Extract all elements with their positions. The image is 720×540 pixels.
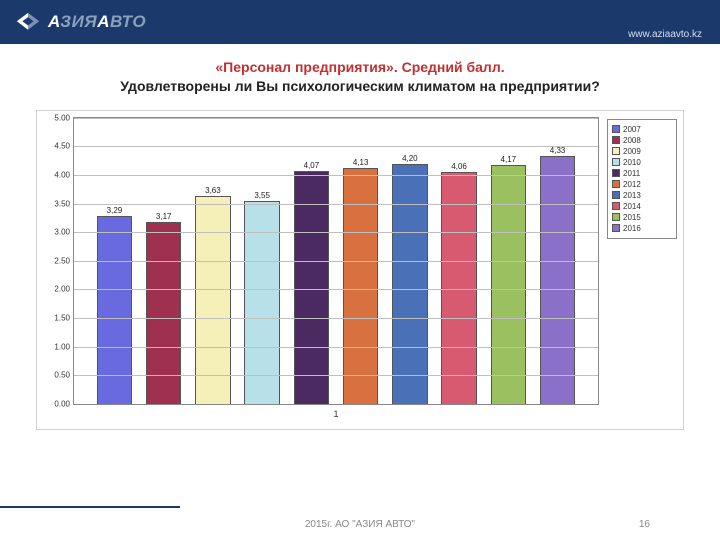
y-tick-label: 2.00 bbox=[44, 285, 70, 294]
header-bar: АЗИЯАВТО www.aziaavto.kz bbox=[0, 0, 720, 44]
page-number: 16 bbox=[639, 519, 650, 530]
bar-rect bbox=[540, 156, 575, 404]
legend-item-2011: 2011 bbox=[612, 168, 672, 179]
y-tick-label: 3.50 bbox=[44, 199, 70, 208]
header-url: www.aziaavto.kz bbox=[628, 29, 702, 40]
y-tick-label: 3.00 bbox=[44, 228, 70, 237]
legend-item-2015: 2015 bbox=[612, 212, 672, 223]
logo: АЗИЯАВТО bbox=[14, 10, 146, 34]
legend-swatch bbox=[612, 180, 620, 188]
bar-value-label: 4,06 bbox=[451, 162, 467, 171]
bar-rect bbox=[491, 165, 526, 404]
gridline bbox=[74, 204, 598, 205]
y-tick-label: 4.00 bbox=[44, 170, 70, 179]
gridline bbox=[74, 318, 598, 319]
legend-item-2008: 2008 bbox=[612, 135, 672, 146]
gridline bbox=[74, 261, 598, 262]
bar-value-label: 3,63 bbox=[205, 186, 221, 195]
legend-label: 2014 bbox=[623, 201, 641, 212]
legend-swatch bbox=[612, 224, 620, 232]
legend-item-2016: 2016 bbox=[612, 223, 672, 234]
y-tick-label: 4.50 bbox=[44, 142, 70, 151]
slide-title: «Персонал предприятия». Средний балл. Уд… bbox=[0, 44, 720, 106]
legend-swatch bbox=[612, 147, 620, 155]
y-tick-label: 0.00 bbox=[44, 399, 70, 408]
gridline bbox=[74, 289, 598, 290]
logo-icon bbox=[14, 10, 42, 34]
bar-rect bbox=[294, 171, 329, 404]
legend-swatch bbox=[612, 158, 620, 166]
bar-rect bbox=[146, 222, 181, 403]
gridline bbox=[74, 175, 598, 176]
y-tick-label: 2.50 bbox=[44, 256, 70, 265]
title-line-1: «Персонал предприятия». Средний балл. bbox=[40, 58, 680, 77]
y-tick-label: 1.00 bbox=[44, 342, 70, 351]
legend-item-2013: 2013 bbox=[612, 190, 672, 201]
x-axis-label: 1 bbox=[73, 409, 599, 419]
legend-label: 2013 bbox=[623, 190, 641, 201]
plot-area: 3,29 3,17 3,63 3,55 4,07 4,13 4,20 4,06 4,17 4,33… bbox=[73, 117, 599, 405]
legend-item-2014: 2014 bbox=[612, 201, 672, 212]
legend-item-2010: 2010 bbox=[612, 157, 672, 168]
legend-label: 2007 bbox=[623, 124, 641, 135]
y-tick-label: 1.50 bbox=[44, 313, 70, 322]
y-tick-label: 0.50 bbox=[44, 371, 70, 380]
legend-swatch bbox=[612, 202, 620, 210]
bar-value-label: 4,13 bbox=[353, 158, 369, 167]
bar-value-label: 3,17 bbox=[156, 212, 172, 221]
legend-swatch bbox=[612, 169, 620, 177]
y-tick-label: 5.00 bbox=[44, 113, 70, 122]
legend-swatch bbox=[612, 213, 620, 221]
legend-item-2012: 2012 bbox=[612, 179, 672, 190]
gridline bbox=[74, 146, 598, 147]
legend-label: 2008 bbox=[623, 135, 641, 146]
legend-label: 2015 bbox=[623, 212, 641, 223]
bar-value-label: 4,07 bbox=[304, 161, 320, 170]
bar-rect bbox=[392, 164, 427, 404]
legend-swatch bbox=[612, 125, 620, 133]
legend: 2007200820092010201120122013201420152016 bbox=[607, 119, 677, 239]
bar-value-label: 3,29 bbox=[107, 206, 123, 215]
logo-text: АЗИЯАВТО bbox=[48, 12, 146, 32]
chart-container: 3,29 3,17 3,63 3,55 4,07 4,13 4,20 4,06 4,17 4,33… bbox=[36, 110, 684, 430]
legend-swatch bbox=[612, 191, 620, 199]
legend-item-2009: 2009 bbox=[612, 146, 672, 157]
legend-label: 2011 bbox=[623, 168, 640, 179]
bar-rect bbox=[195, 196, 230, 404]
gridline bbox=[74, 232, 598, 233]
legend-label: 2009 bbox=[623, 146, 641, 157]
legend-item-2007: 2007 bbox=[612, 124, 672, 135]
gridline bbox=[74, 375, 598, 376]
bar-value-label: 4,17 bbox=[501, 155, 517, 164]
bar-rect bbox=[441, 172, 476, 404]
legend-swatch bbox=[612, 136, 620, 144]
chart-plot: 3,29 3,17 3,63 3,55 4,07 4,13 4,20 4,06 4,17 4,33… bbox=[43, 117, 599, 419]
legend-label: 2012 bbox=[623, 179, 641, 190]
footer-rule bbox=[0, 506, 180, 508]
gridline bbox=[74, 347, 598, 348]
gridline bbox=[74, 118, 598, 119]
legend-label: 2010 bbox=[623, 157, 641, 168]
footer-text: 2015г. АО "АЗИЯ АВТО" bbox=[0, 519, 720, 530]
bar-value-label: 4,20 bbox=[402, 154, 418, 163]
legend-label: 2016 bbox=[623, 223, 641, 234]
bar-value-label: 4,33 bbox=[550, 146, 566, 155]
bar-value-label: 3,55 bbox=[254, 191, 270, 200]
title-line-2: Удовлетворены ли Вы психологическим клим… bbox=[40, 77, 680, 96]
